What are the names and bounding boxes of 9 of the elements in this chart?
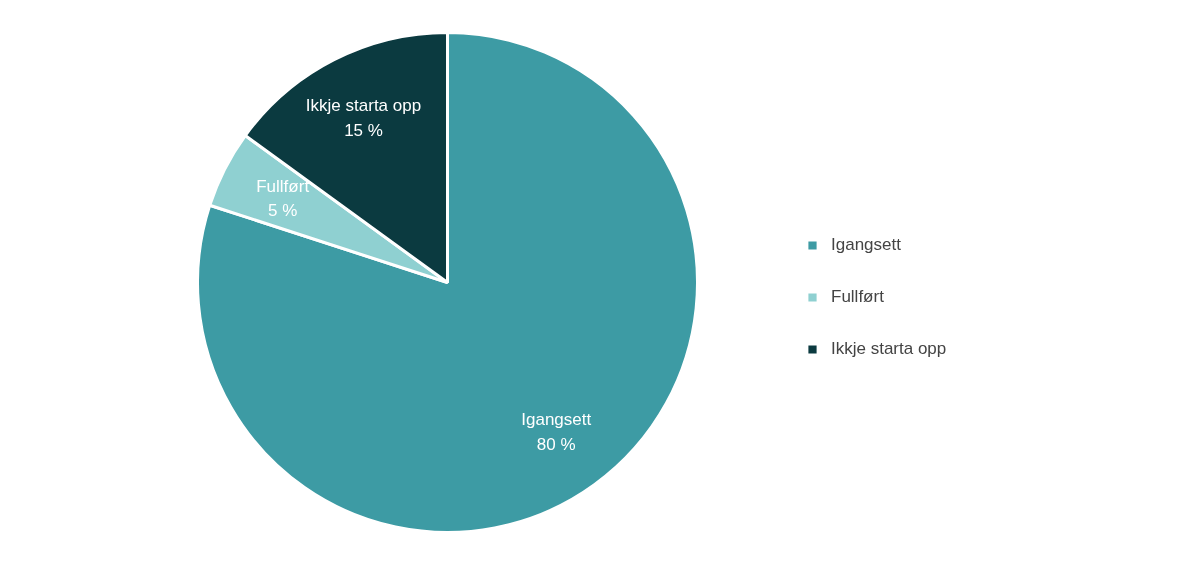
slice-label: Igangsett xyxy=(521,410,592,430)
slice-label: Ikkje starta opp xyxy=(305,95,422,115)
data-label: 5 % xyxy=(268,201,298,221)
legend-label: Fullført xyxy=(831,287,884,307)
legend-label: Igangsett xyxy=(831,235,901,255)
slice-label: Fullført xyxy=(256,176,310,196)
data-label: 80 % xyxy=(536,435,576,455)
data-label: 15 % xyxy=(344,120,383,140)
legend-label: Ikkje starta opp xyxy=(831,339,947,359)
